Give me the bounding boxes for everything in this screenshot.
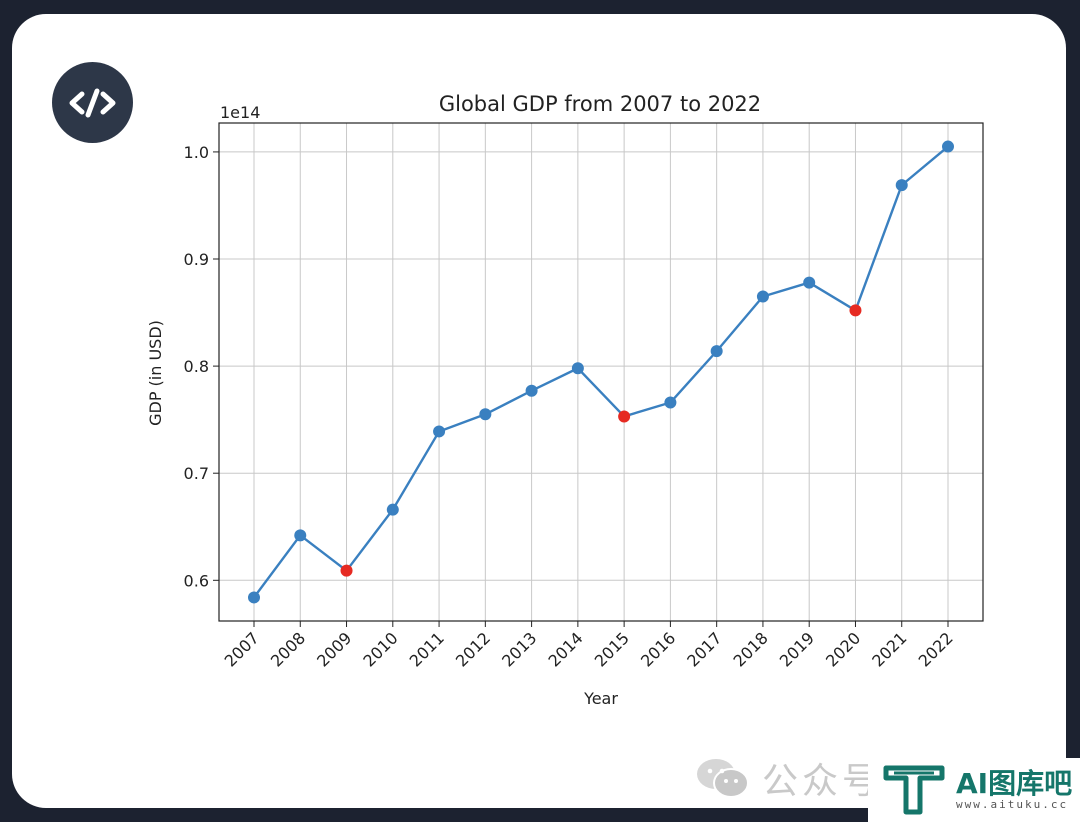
x-tick-label: 2012 (452, 628, 494, 670)
x-tick-label: 2014 (544, 628, 586, 670)
data-point (571, 362, 584, 375)
data-point (895, 179, 908, 192)
gdp-line-chart: 0.6 0.7 0.8 0.9 1.0 2007 2008 2009 2010 2011 2012… (146, 92, 984, 708)
data-point (710, 345, 723, 358)
wechat-icon (697, 759, 749, 798)
x-tick-label: 2010 (359, 628, 401, 670)
plot-frame (218, 122, 984, 622)
data-point-highlight (849, 304, 862, 317)
data-point (294, 529, 307, 542)
logo-mark-icon (883, 765, 945, 815)
x-tick-label: 2018 (730, 628, 772, 670)
y-tick-label: 0.7 (184, 464, 209, 483)
x-tick-label: 2011 (406, 628, 448, 670)
gdp-series (248, 140, 954, 604)
x-tick-label: 2013 (498, 628, 540, 670)
y-tick-label: 0.6 (184, 571, 209, 590)
data-point (942, 140, 954, 153)
site-logo: AI图库吧 www.aituku.cc (868, 758, 1080, 822)
y-tick-label: 0.9 (184, 250, 209, 269)
x-tick-label: 2017 (683, 628, 725, 670)
y-offset-label: 1e14 (220, 103, 260, 122)
y-axis: 0.6 0.7 0.8 0.9 1.0 (184, 143, 219, 590)
chart-title: Global GDP from 2007 to 2022 (439, 92, 761, 116)
code-icon (69, 88, 116, 118)
x-tick-label: 2020 (822, 628, 864, 670)
y-axis-label: GDP (in USD) (146, 320, 165, 426)
data-point-highlight (618, 410, 631, 423)
data-point (433, 425, 446, 438)
data-point (248, 591, 260, 604)
grid-lines (219, 123, 983, 621)
code-badge (52, 62, 133, 143)
data-point (664, 396, 677, 409)
data-point (803, 276, 816, 289)
x-tick-label: 2007 (221, 628, 263, 670)
x-tick-label: 2015 (591, 628, 633, 670)
data-point (525, 384, 538, 397)
x-tick-label: 2021 (868, 628, 910, 670)
x-tick-label: 2022 (915, 628, 957, 670)
logo-url: www.aituku.cc (956, 798, 1069, 811)
data-point (756, 290, 769, 303)
data-point (386, 503, 399, 516)
y-tick-label: 1.0 (184, 143, 209, 162)
y-tick-label: 0.8 (184, 357, 209, 376)
x-tick-label: 2019 (776, 628, 818, 670)
x-tick-label: 2009 (313, 628, 355, 670)
x-tick-label: 2008 (267, 628, 309, 670)
data-point (479, 408, 492, 421)
chart-card: 0.6 0.7 0.8 0.9 1.0 2007 2008 2009 2010 2011 2012… (12, 14, 1066, 808)
x-tick-label: 2016 (637, 628, 679, 670)
logo-text: AI图库吧 (956, 767, 1073, 800)
data-point-highlight (340, 564, 353, 577)
gdp-line (253, 145, 949, 599)
x-axis-label: Year (583, 689, 618, 708)
x-axis: 2007 2008 2009 2010 2011 2012 2013 2014 2015 2016… (221, 621, 957, 671)
